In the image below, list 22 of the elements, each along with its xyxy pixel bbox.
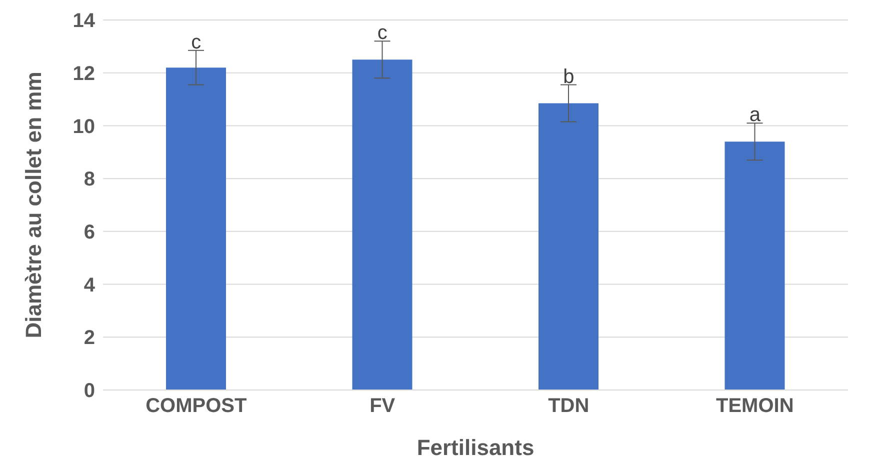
annotation: b <box>563 66 574 88</box>
y-tick-label: 14 <box>72 10 96 32</box>
bar <box>724 142 785 390</box>
x-axis-title: Fertilisants <box>416 435 534 460</box>
bar <box>166 68 226 390</box>
x-tick-label: TDN <box>548 395 590 418</box>
x-tick-label: COMPOST <box>146 395 247 418</box>
annotation: c <box>377 22 388 44</box>
bar <box>538 103 598 390</box>
y-tick-label: 0 <box>84 380 95 402</box>
x-tick-label: TEMOIN <box>716 395 794 418</box>
annotation: c <box>191 31 202 54</box>
x-tick-label: FV <box>370 395 396 418</box>
y-tick-label: 12 <box>72 62 95 85</box>
annotation: a <box>749 104 762 126</box>
y-tick-label: 4 <box>84 274 96 296</box>
y-tick-label: 6 <box>84 222 95 244</box>
bar <box>352 60 412 390</box>
y-axis-title: Diamètre au collet en mm <box>20 72 46 338</box>
y-tick-label: 8 <box>84 168 95 191</box>
y-tick-label: 10 <box>72 116 95 138</box>
y-tick-label: 2 <box>84 327 95 350</box>
